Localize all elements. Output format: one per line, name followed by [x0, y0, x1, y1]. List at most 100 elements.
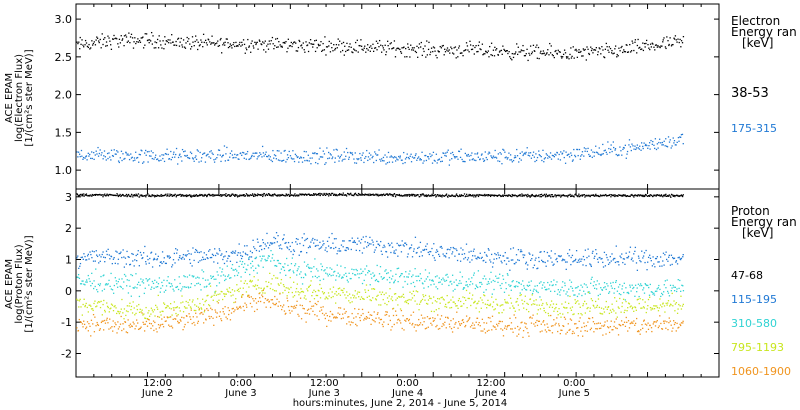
- data-point: [661, 45, 663, 47]
- data-point: [243, 43, 246, 46]
- data-point: [428, 41, 430, 44]
- data-point: [448, 195, 451, 197]
- data-point: [84, 157, 86, 159]
- data-point: [314, 275, 317, 277]
- data-point: [363, 194, 366, 196]
- data-point: [305, 298, 307, 300]
- data-point: [259, 152, 261, 154]
- data-point: [117, 194, 119, 196]
- data-point: [251, 193, 254, 195]
- data-point: [78, 300, 81, 302]
- data-point: [430, 251, 432, 253]
- data-point: [82, 44, 84, 46]
- data-point: [90, 195, 92, 197]
- data-point: [677, 257, 679, 259]
- data-point: [209, 256, 212, 259]
- data-point: [649, 48, 651, 51]
- data-point: [562, 258, 564, 260]
- data-point: [571, 254, 574, 257]
- data-point: [672, 194, 674, 196]
- data-point: [234, 309, 236, 311]
- data-point: [78, 267, 80, 269]
- data-point: [234, 268, 237, 270]
- data-point: [163, 279, 165, 281]
- data-point: [95, 250, 97, 252]
- data-point: [226, 288, 228, 290]
- data-point: [262, 295, 264, 298]
- data-point: [565, 293, 567, 295]
- data-point: [615, 281, 617, 284]
- data-point: [368, 46, 371, 49]
- data-point: [373, 194, 375, 196]
- data-point: [590, 278, 593, 280]
- data-point: [436, 324, 438, 327]
- data-point: [511, 59, 513, 61]
- data-point: [532, 290, 535, 292]
- data-point: [465, 42, 468, 44]
- data-point: [397, 267, 400, 269]
- data-point: [515, 51, 517, 53]
- data-point: [287, 287, 289, 289]
- data-point: [670, 304, 672, 306]
- data-point: [375, 159, 377, 162]
- data-point: [104, 284, 107, 286]
- data-point: [213, 261, 215, 263]
- data-point: [603, 150, 605, 152]
- data-point: [99, 149, 101, 151]
- data-point: [567, 194, 570, 196]
- data-point: [477, 50, 479, 53]
- data-point: [245, 304, 248, 306]
- data-point: [282, 284, 285, 286]
- data-point: [193, 45, 195, 47]
- data-point: [544, 311, 547, 314]
- data-point: [156, 158, 158, 161]
- data-point: [466, 193, 468, 196]
- data-point: [220, 193, 222, 196]
- data-point: [117, 280, 119, 283]
- data-point: [391, 299, 394, 302]
- data-point: [558, 255, 561, 257]
- data-point: [396, 47, 398, 50]
- data-point: [634, 39, 637, 41]
- data-point: [412, 290, 415, 292]
- data-point: [132, 321, 134, 323]
- data-point: [292, 296, 294, 298]
- data-point: [590, 46, 592, 48]
- data-point: [402, 244, 404, 246]
- data-point: [263, 255, 265, 257]
- data-point: [214, 291, 216, 293]
- data-point: [202, 258, 205, 261]
- data-point: [157, 255, 159, 258]
- data-point: [193, 309, 195, 312]
- data-point: [394, 252, 396, 255]
- data-point: [487, 248, 490, 250]
- data-point: [451, 194, 454, 196]
- data-point: [385, 193, 387, 196]
- data-point: [444, 255, 446, 257]
- data-point: [533, 288, 535, 290]
- data-point: [478, 41, 480, 43]
- data-point: [550, 158, 553, 160]
- data-point: [96, 289, 98, 291]
- data-point: [177, 37, 180, 39]
- data-point: [540, 281, 542, 283]
- data-point: [157, 315, 159, 318]
- data-point: [326, 325, 328, 328]
- data-point: [571, 306, 574, 308]
- data-point: [441, 194, 444, 196]
- data-point: [378, 149, 380, 151]
- data-point: [473, 53, 475, 55]
- data-point: [281, 194, 284, 196]
- data-point: [236, 154, 238, 156]
- data-point: [169, 325, 171, 328]
- data-point: [189, 299, 191, 301]
- data-point: [466, 284, 468, 286]
- data-point: [425, 327, 428, 329]
- data-point: [91, 282, 93, 285]
- data-point: [91, 256, 93, 259]
- data-point: [558, 153, 560, 156]
- data-point: [566, 57, 568, 59]
- data-point: [593, 281, 595, 283]
- data-point: [192, 158, 194, 160]
- data-point: [523, 195, 525, 197]
